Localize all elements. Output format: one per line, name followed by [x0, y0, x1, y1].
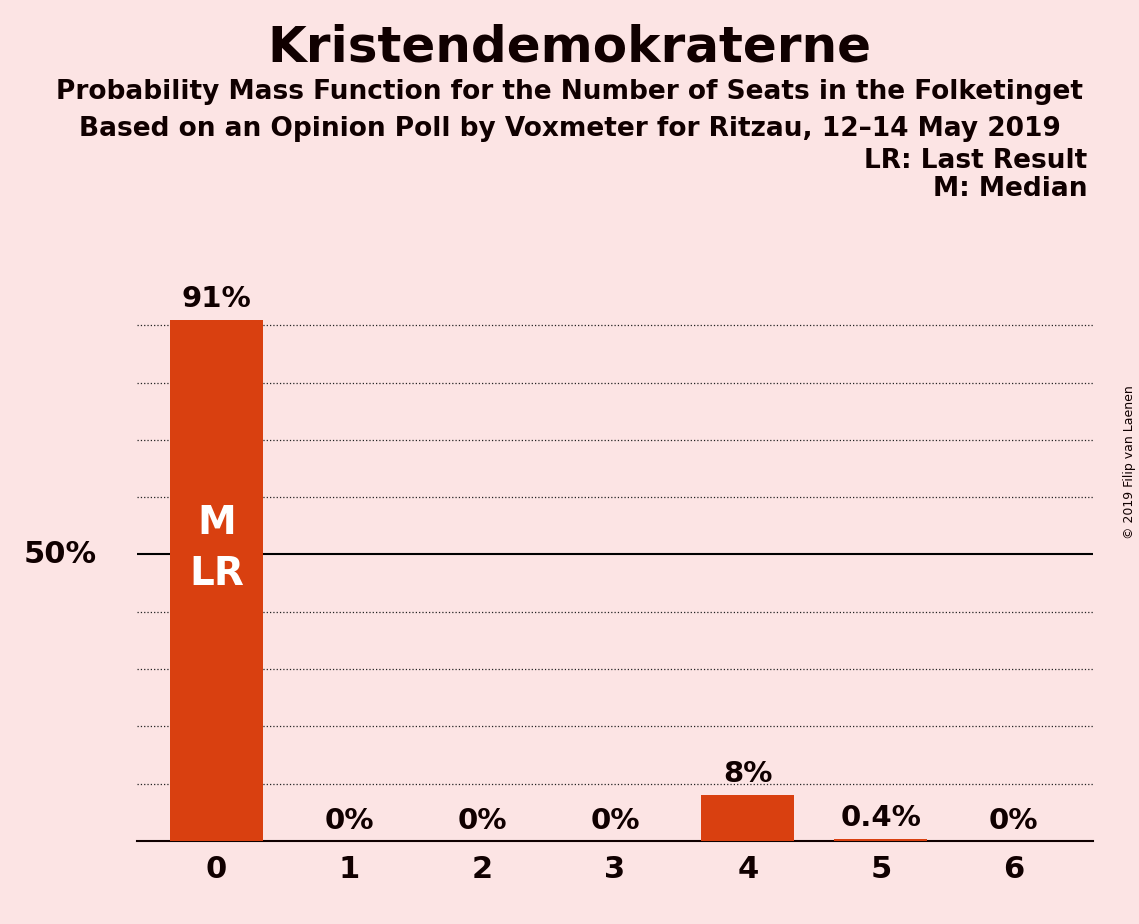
Text: 0%: 0%	[458, 807, 507, 835]
Text: Probability Mass Function for the Number of Seats in the Folketinget: Probability Mass Function for the Number…	[56, 79, 1083, 104]
Text: M: M	[197, 504, 236, 541]
Bar	[702, 795, 795, 841]
Text: 0.4%: 0.4%	[841, 804, 921, 832]
Text: 0%: 0%	[590, 807, 640, 835]
Text: 8%: 8%	[723, 760, 772, 788]
Bar	[170, 320, 263, 841]
Text: 50%: 50%	[24, 540, 97, 569]
Text: © 2019 Filip van Laenen: © 2019 Filip van Laenen	[1123, 385, 1137, 539]
Text: LR: Last Result: LR: Last Result	[865, 148, 1088, 174]
Bar	[834, 839, 927, 841]
Text: Kristendemokraterne: Kristendemokraterne	[268, 23, 871, 71]
Text: LR: LR	[189, 555, 244, 593]
Text: Based on an Opinion Poll by Voxmeter for Ritzau, 12–14 May 2019: Based on an Opinion Poll by Voxmeter for…	[79, 116, 1060, 141]
Text: 0%: 0%	[989, 807, 1039, 835]
Text: M: Median: M: Median	[933, 176, 1088, 201]
Text: 91%: 91%	[181, 285, 252, 312]
Text: 0%: 0%	[325, 807, 374, 835]
